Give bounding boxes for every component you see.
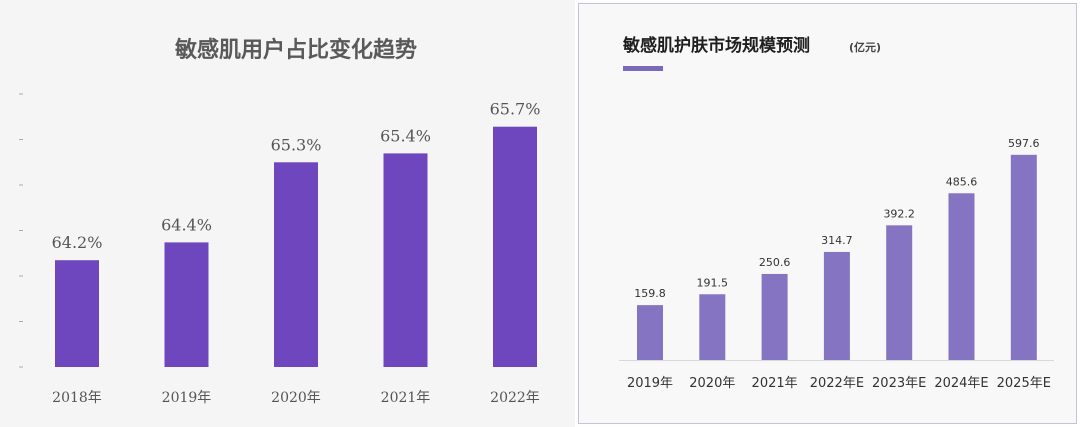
- data-label: 159.8: [634, 287, 666, 300]
- data-label: 314.7: [821, 234, 853, 247]
- unit-label: (亿元): [849, 40, 881, 54]
- data-label: 65.3%: [271, 135, 322, 154]
- category-label: 2022年E: [810, 376, 864, 391]
- bar: [1010, 154, 1037, 360]
- bar: [55, 260, 99, 367]
- category-label: 2020年: [689, 376, 735, 391]
- data-label: 64.4%: [161, 215, 212, 234]
- bar: [164, 242, 209, 367]
- category-label: 2024年E: [934, 376, 988, 391]
- bar: [637, 305, 663, 360]
- bar: [699, 294, 726, 360]
- bar: [383, 153, 428, 367]
- bar: [274, 162, 318, 367]
- market-size-chart-panel: 敏感肌护肤市场规模预测 (亿元) 159.8 2019年 191.5 2020年 250…: [578, 3, 1077, 424]
- data-label: 64.2%: [52, 233, 103, 252]
- category-label: 2021年: [381, 390, 431, 406]
- bars: 159.8 2019年 191.5 2020年 250.6 2021年 314.7 2022年…: [619, 137, 1054, 391]
- bar: [948, 193, 975, 360]
- category-label: 2022年: [490, 390, 540, 406]
- bar: [823, 251, 850, 360]
- data-label: 392.2: [883, 207, 915, 220]
- data-label: 250.6: [759, 256, 791, 269]
- bars: 64.2% 2018年 64.4% 2019年 65.3% 2020年 65.4% 2021年…: [52, 100, 541, 406]
- category-label: 2019年: [162, 390, 212, 406]
- data-label: 191.5: [697, 276, 729, 289]
- data-label: 597.6: [1008, 137, 1040, 150]
- category-label: 2018年: [52, 390, 102, 406]
- data-label: 485.6: [946, 175, 978, 188]
- bar: [493, 126, 537, 367]
- y-axis-ticks: [19, 93, 23, 368]
- category-label: 2019年: [627, 376, 673, 391]
- category-label: 2021年: [752, 376, 798, 391]
- bar: [886, 225, 913, 360]
- user-share-chart-panel: 敏感肌用户占比变化趋势 64.2% 2018年 64.4% 2019年 65.3% 202…: [19, 37, 541, 406]
- title-accent-bar: [623, 66, 663, 71]
- category-label: 2020年: [271, 390, 321, 406]
- data-label: 65.7%: [490, 100, 541, 119]
- chart-title: 敏感肌用户占比变化趋势: [174, 37, 417, 63]
- data-label: 65.4%: [380, 126, 431, 145]
- user-share-chart: 敏感肌用户占比变化趋势 64.2% 2018年 64.4% 2019年 65.3% 202…: [19, 37, 541, 406]
- category-label: 2023年E: [872, 376, 926, 391]
- bar: [761, 273, 788, 360]
- chart-title: 敏感肌护肤市场规模预测: [622, 35, 810, 56]
- category-label: 2025年E: [997, 376, 1051, 391]
- market-size-chart: 敏感肌护肤市场规模预测 (亿元) 159.8 2019年 191.5 2020年 250…: [619, 35, 1054, 391]
